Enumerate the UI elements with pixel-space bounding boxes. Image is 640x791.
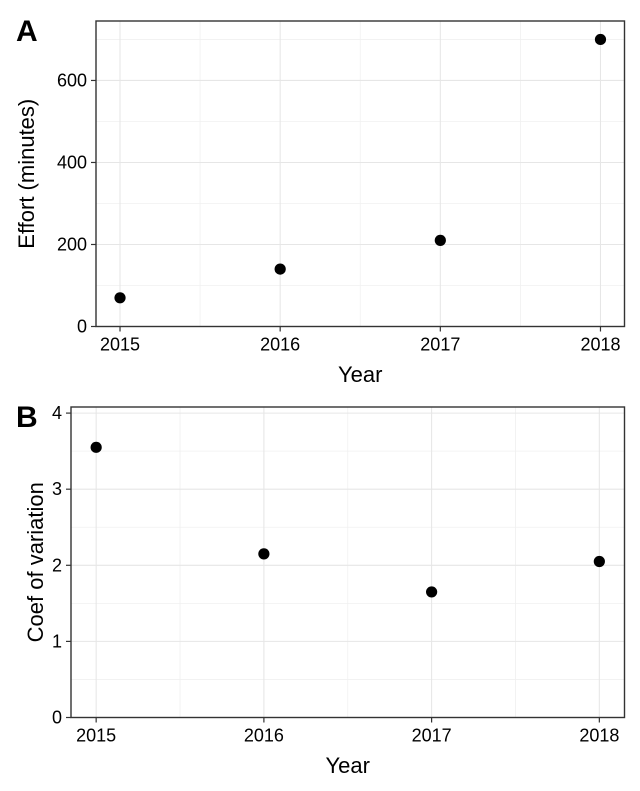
x-axis-tick-label: 2016: [260, 335, 300, 355]
data-point: [426, 586, 438, 598]
x-axis-tick-label: 2016: [244, 726, 284, 746]
y-axis-title: Effort (minutes): [14, 99, 39, 249]
panel-letter-label: A: [16, 15, 38, 48]
data-point: [114, 292, 126, 304]
panel-b: 2015 2016 2017 2018 0 1 2 3 4 Year Coef of variati…: [16, 401, 626, 778]
data-point: [90, 441, 102, 453]
x-axis-tick-label: 2017: [420, 335, 460, 355]
data-point: [593, 555, 605, 568]
y-axis-tick-label: 1: [52, 631, 62, 651]
y-axis-title: Coef of variation: [23, 482, 48, 642]
x-axis-tick-label: 2018: [580, 335, 620, 355]
y-axis-tick-label: 2: [52, 555, 62, 575]
x-axis-tick-label: 2017: [412, 726, 452, 746]
data-point: [594, 33, 607, 46]
y-axis-tick-label: 600: [57, 70, 87, 90]
data-point: [434, 234, 446, 246]
y-axis-tick-label: 200: [57, 234, 87, 254]
x-axis-tick-label: 2015: [76, 726, 116, 746]
x-axis-tick-label: 2018: [579, 726, 619, 746]
y-axis-tick-label: 0: [52, 708, 62, 728]
y-axis-tick-label: 400: [57, 152, 87, 172]
y-axis-tick-label: 3: [52, 479, 62, 499]
data-point: [258, 548, 270, 560]
x-axis-title: Year: [338, 362, 382, 387]
x-axis-tick-label: 2015: [100, 335, 140, 355]
data-point: [274, 263, 286, 275]
panel-border: [70, 406, 626, 719]
x-axis-title: Year: [326, 753, 370, 778]
panel-border: [95, 20, 626, 328]
panel-letter-label: B: [16, 401, 38, 434]
y-axis-tick-label: 0: [77, 317, 87, 337]
panel-a: 2015 2016 2017 2018 0 200 400 600 Year Effort (mi…: [14, 15, 626, 387]
y-axis-tick-label: 4: [52, 403, 62, 423]
